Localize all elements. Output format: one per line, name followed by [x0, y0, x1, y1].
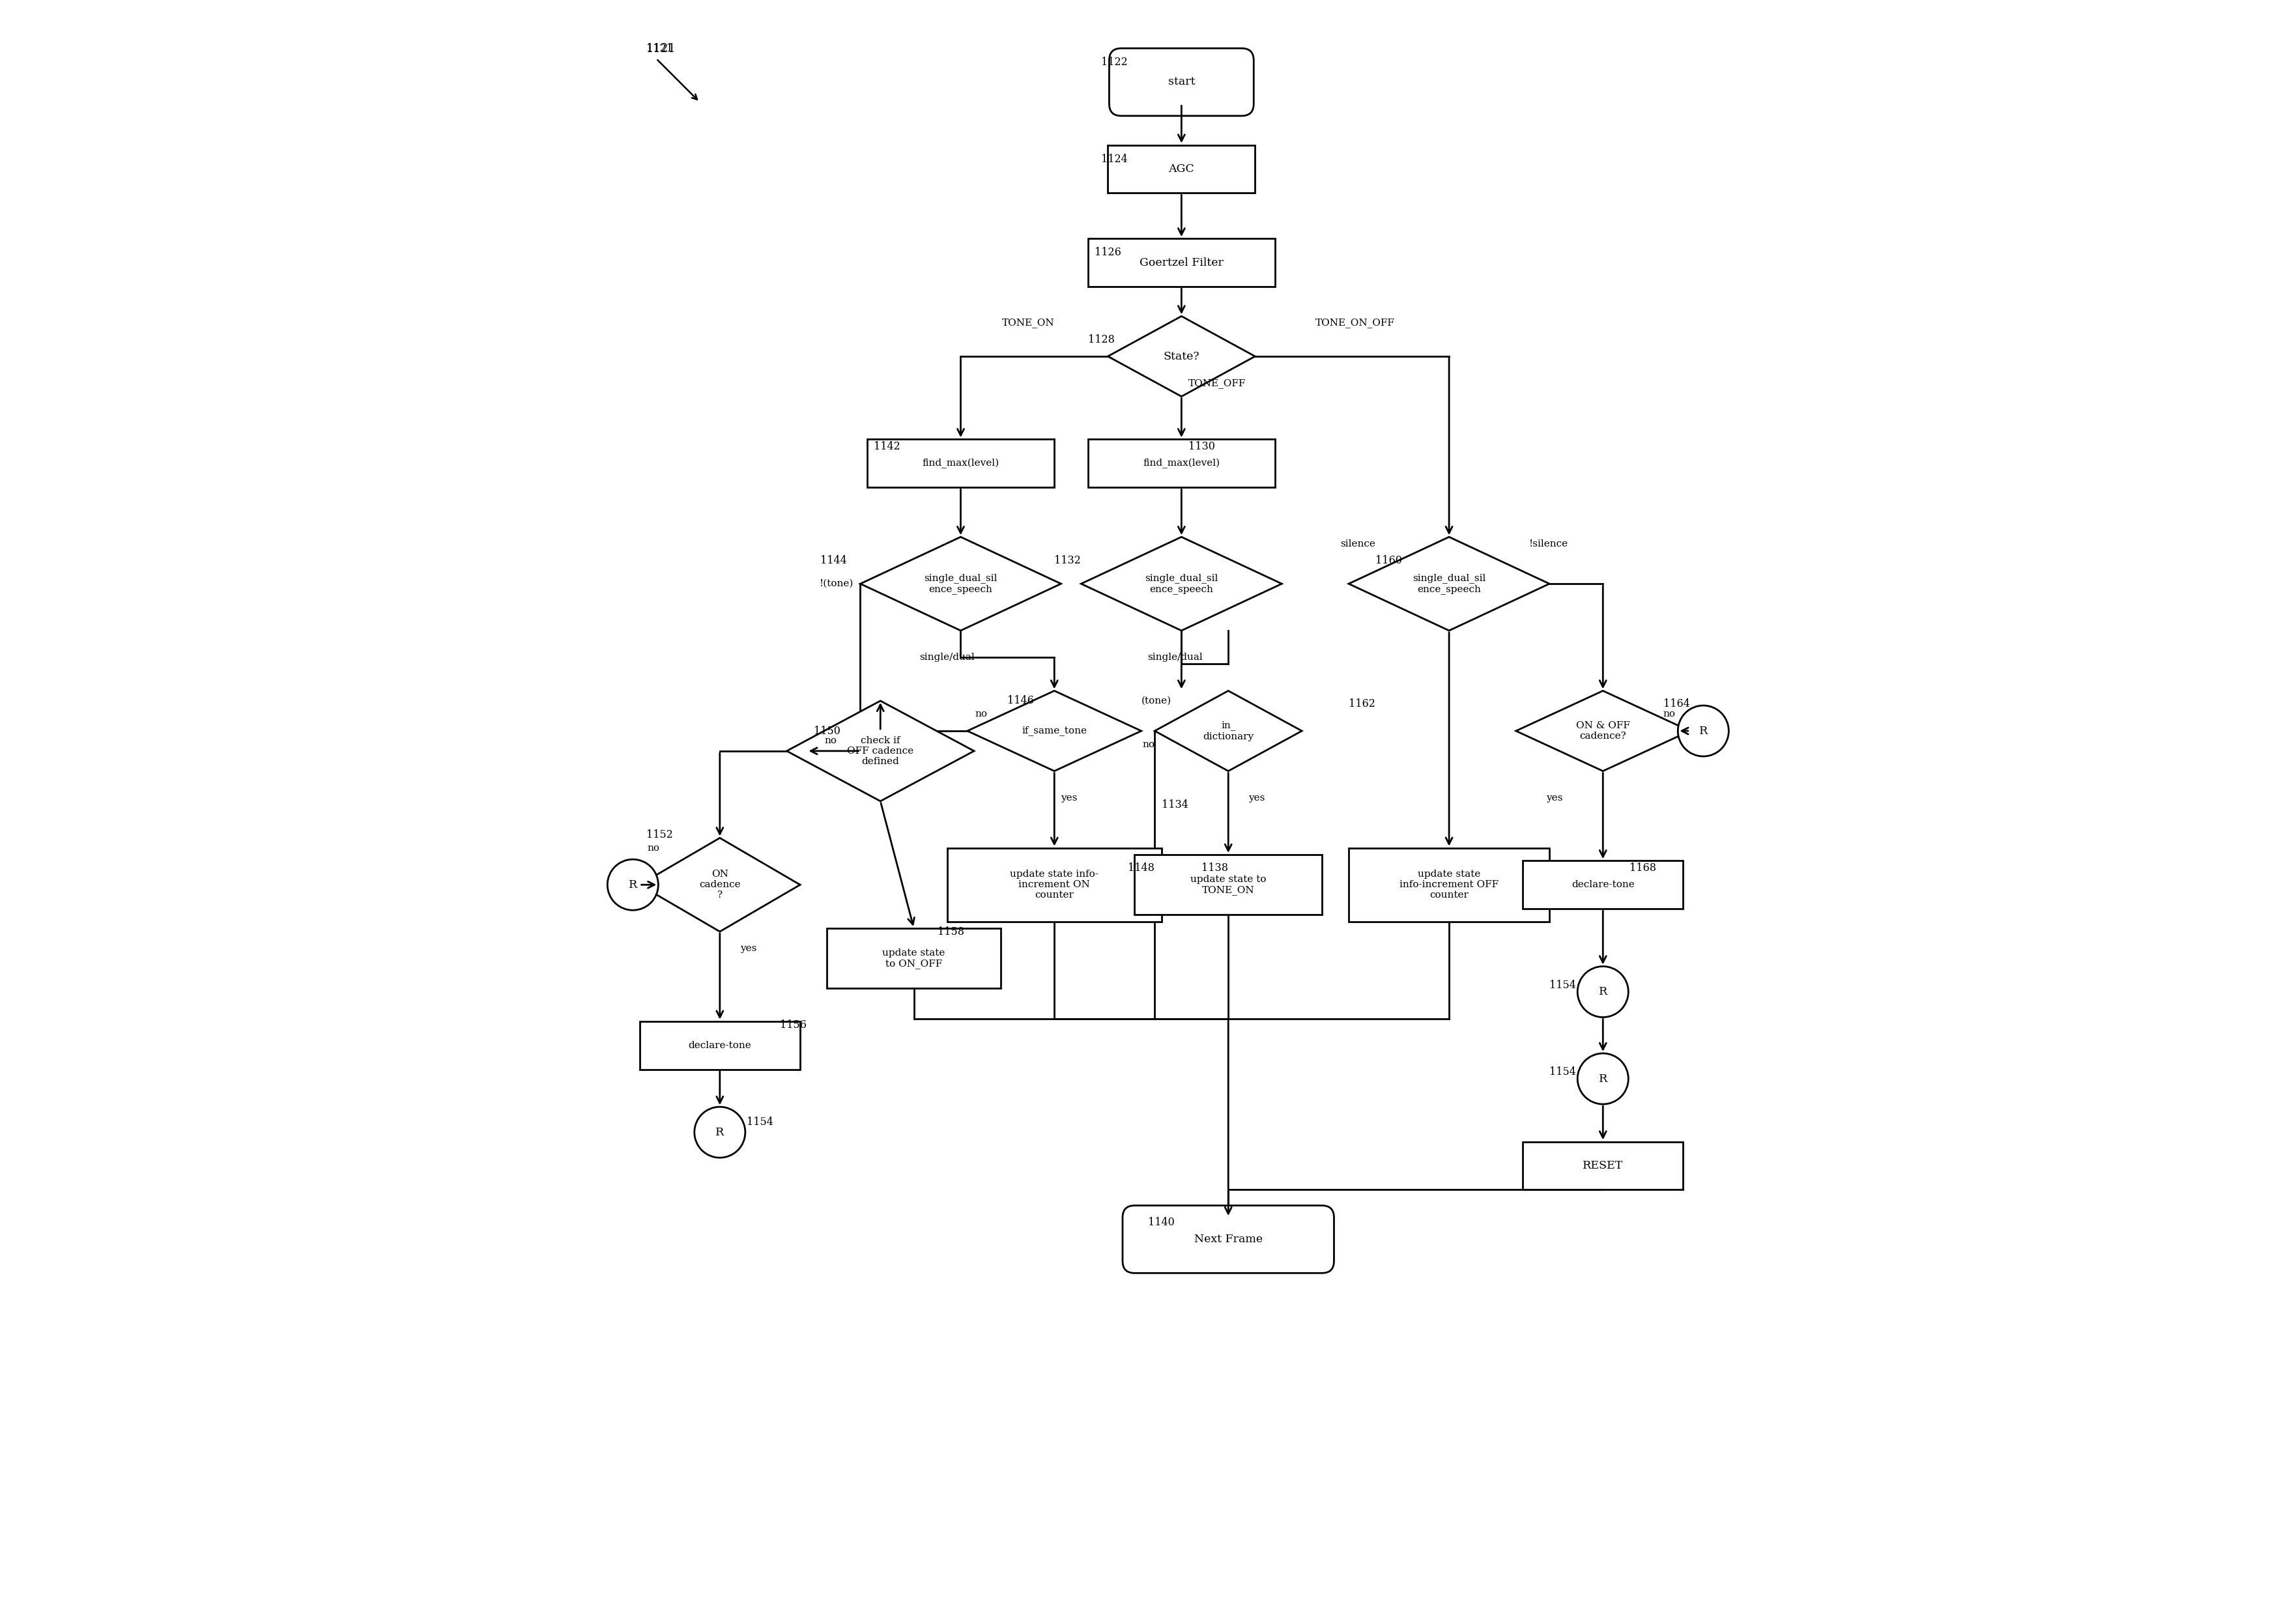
- Text: R: R: [1598, 1073, 1607, 1084]
- Text: 1156: 1156: [781, 1020, 806, 1031]
- FancyBboxPatch shape: [1123, 1205, 1334, 1273]
- FancyBboxPatch shape: [868, 439, 1054, 488]
- Text: update state
to ON_OFF: update state to ON_OFF: [882, 948, 946, 969]
- FancyBboxPatch shape: [1348, 848, 1550, 922]
- Text: ON
cadence
?: ON cadence ?: [698, 869, 742, 899]
- Text: silence: silence: [1341, 539, 1375, 549]
- Text: 1154: 1154: [746, 1117, 774, 1128]
- Text: Next Frame: Next Frame: [1194, 1234, 1263, 1245]
- Text: yes: yes: [1545, 793, 1564, 803]
- Circle shape: [1678, 705, 1729, 756]
- FancyBboxPatch shape: [1134, 854, 1322, 916]
- Text: !(tone): !(tone): [820, 579, 854, 589]
- Text: State?: State?: [1164, 351, 1199, 362]
- Circle shape: [693, 1107, 746, 1158]
- Text: yes: yes: [1249, 793, 1265, 803]
- Text: 1142: 1142: [875, 441, 900, 452]
- Text: check if
OFF cadence
defined: check if OFF cadence defined: [847, 735, 914, 766]
- Text: 1130: 1130: [1187, 441, 1215, 452]
- Polygon shape: [1081, 537, 1281, 631]
- Text: 1160: 1160: [1375, 555, 1403, 566]
- Text: TONE_ON_OFF: TONE_ON_OFF: [1316, 319, 1394, 328]
- Text: find_max(level): find_max(level): [1143, 459, 1219, 468]
- Text: 1150: 1150: [813, 726, 840, 737]
- Text: 1138: 1138: [1201, 862, 1228, 874]
- Polygon shape: [788, 702, 974, 801]
- Text: update state info-
increment ON
counter: update state info- increment ON counter: [1010, 869, 1097, 899]
- Text: 1124: 1124: [1102, 153, 1127, 164]
- Text: 1168: 1168: [1630, 862, 1655, 874]
- Text: update state to
TONE_ON: update state to TONE_ON: [1189, 875, 1265, 895]
- Polygon shape: [861, 537, 1061, 631]
- Polygon shape: [967, 690, 1141, 771]
- Text: 1154: 1154: [1550, 1067, 1575, 1078]
- Text: (tone): (tone): [1141, 697, 1171, 705]
- Text: yes: yes: [739, 944, 755, 953]
- Text: R: R: [1699, 726, 1708, 737]
- Circle shape: [608, 859, 659, 911]
- Polygon shape: [1155, 690, 1302, 771]
- Text: R: R: [716, 1126, 723, 1138]
- Text: yes: yes: [1061, 793, 1077, 803]
- Text: 1121: 1121: [645, 43, 675, 55]
- FancyBboxPatch shape: [1522, 1142, 1683, 1189]
- Text: single_dual_sil
ence_speech: single_dual_sil ence_speech: [1412, 573, 1486, 594]
- Text: 1164: 1164: [1662, 698, 1690, 710]
- Circle shape: [1577, 1054, 1628, 1104]
- Text: 1152: 1152: [645, 829, 673, 840]
- Polygon shape: [1348, 537, 1550, 631]
- Polygon shape: [1515, 690, 1690, 771]
- Text: 1128: 1128: [1088, 335, 1114, 346]
- Text: no: no: [1662, 710, 1676, 719]
- Text: if_same_tone: if_same_tone: [1022, 726, 1086, 735]
- Text: start: start: [1169, 77, 1194, 87]
- Text: declare-tone: declare-tone: [689, 1041, 751, 1049]
- FancyBboxPatch shape: [1522, 861, 1683, 909]
- Text: TONE_ON: TONE_ON: [1001, 319, 1054, 328]
- Text: R: R: [629, 879, 638, 890]
- Text: AGC: AGC: [1169, 164, 1194, 174]
- FancyBboxPatch shape: [641, 1022, 799, 1070]
- Text: declare-tone: declare-tone: [1570, 880, 1635, 890]
- Text: update state
info-increment OFF
counter: update state info-increment OFF counter: [1401, 869, 1499, 899]
- Text: RESET: RESET: [1582, 1160, 1623, 1171]
- Text: 1144: 1144: [820, 555, 847, 566]
- Text: no: no: [824, 737, 838, 745]
- FancyBboxPatch shape: [1088, 238, 1274, 286]
- FancyBboxPatch shape: [827, 928, 1001, 988]
- FancyBboxPatch shape: [1109, 145, 1256, 193]
- Text: in_
dictionary: in_ dictionary: [1203, 721, 1254, 742]
- Text: Goertzel Filter: Goertzel Filter: [1139, 257, 1224, 269]
- Text: no: no: [1143, 740, 1155, 748]
- Text: 1134: 1134: [1162, 800, 1187, 809]
- Text: single_dual_sil
ence_speech: single_dual_sil ence_speech: [923, 573, 996, 594]
- Text: no: no: [647, 843, 659, 853]
- Text: 1148: 1148: [1127, 862, 1155, 874]
- FancyBboxPatch shape: [1088, 439, 1274, 488]
- Polygon shape: [1109, 317, 1256, 396]
- Text: 1121: 1121: [645, 43, 673, 55]
- FancyBboxPatch shape: [1109, 48, 1254, 116]
- Text: single_dual_sil
ence_speech: single_dual_sil ence_speech: [1146, 573, 1219, 594]
- Text: single/dual: single/dual: [921, 653, 976, 661]
- Text: 1126: 1126: [1095, 248, 1120, 257]
- Circle shape: [1577, 967, 1628, 1017]
- Polygon shape: [641, 838, 799, 932]
- Text: 1146: 1146: [1008, 695, 1033, 706]
- Text: no: no: [976, 710, 987, 719]
- Text: 1140: 1140: [1148, 1216, 1176, 1228]
- Text: 1122: 1122: [1102, 56, 1127, 68]
- Text: !silence: !silence: [1529, 539, 1568, 549]
- Text: single/dual: single/dual: [1148, 653, 1203, 661]
- Text: 1158: 1158: [937, 927, 964, 936]
- Text: 1162: 1162: [1348, 698, 1375, 710]
- Text: R: R: [1598, 986, 1607, 998]
- Text: TONE_OFF: TONE_OFF: [1187, 378, 1247, 388]
- Text: 1132: 1132: [1054, 555, 1081, 566]
- Text: 1154: 1154: [1550, 980, 1575, 991]
- Text: find_max(level): find_max(level): [923, 459, 999, 468]
- Text: ON & OFF
cadence?: ON & OFF cadence?: [1575, 721, 1630, 740]
- FancyBboxPatch shape: [948, 848, 1162, 922]
